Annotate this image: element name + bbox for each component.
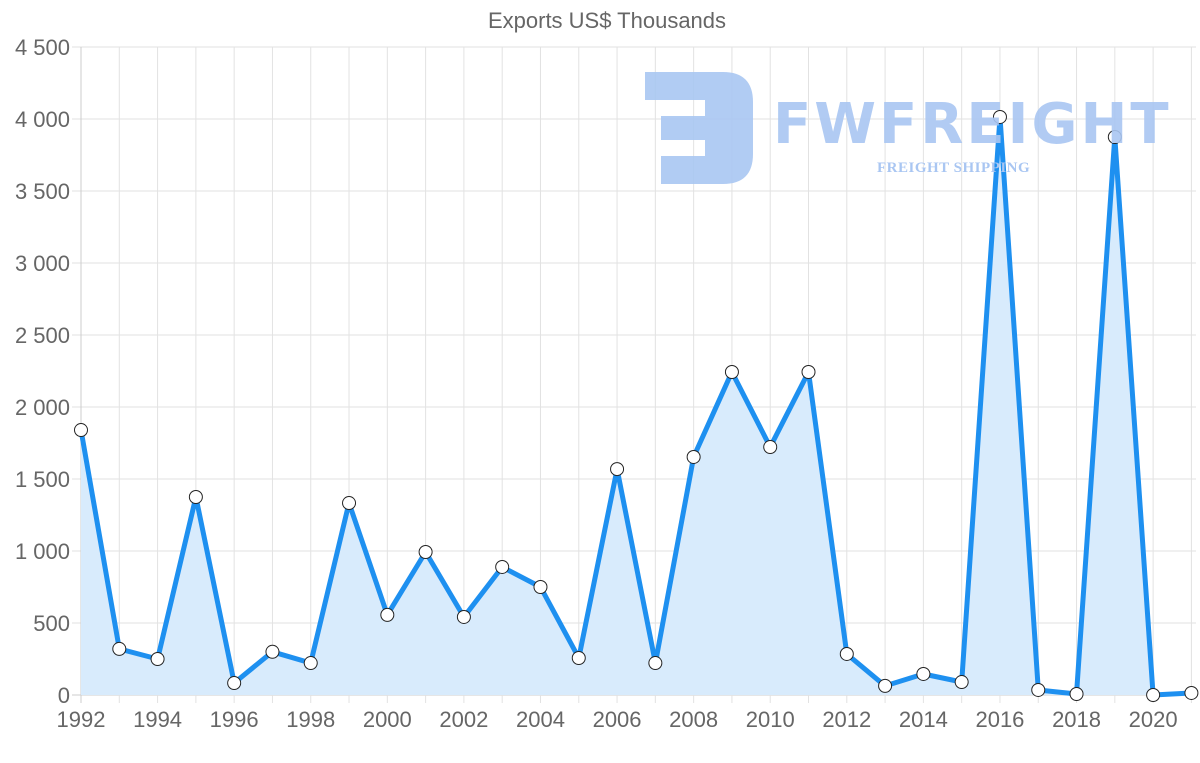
svg-text:1 500: 1 500 — [15, 467, 70, 492]
data-point — [992, 109, 1007, 124]
data-point — [74, 423, 88, 438]
series-line — [78, 114, 1192, 698]
data-point — [571, 650, 586, 665]
data-point — [1031, 682, 1046, 697]
svg-text:2006: 2006 — [593, 707, 642, 732]
data-point — [1146, 688, 1161, 702]
data-point — [188, 490, 203, 504]
data-point — [495, 559, 510, 574]
data-points — [74, 109, 1199, 702]
svg-text:1 000: 1 000 — [15, 539, 70, 564]
data-point — [380, 607, 395, 622]
data-point — [265, 644, 280, 659]
svg-text:2010: 2010 — [746, 707, 795, 732]
svg-text:2000: 2000 — [363, 707, 412, 732]
data-point — [150, 652, 165, 666]
svg-text:0: 0 — [58, 683, 70, 708]
data-point — [342, 496, 357, 511]
svg-text:1996: 1996 — [210, 707, 259, 732]
svg-text:3 000: 3 000 — [15, 251, 70, 276]
area-fill — [81, 117, 1192, 695]
data-point — [1069, 686, 1084, 701]
svg-text:2008: 2008 — [669, 707, 718, 732]
data-point — [610, 462, 625, 477]
data-point — [724, 365, 739, 380]
svg-text:2 500: 2 500 — [15, 323, 70, 348]
svg-text:2004: 2004 — [516, 707, 565, 732]
svg-text:2018: 2018 — [1052, 707, 1101, 732]
svg-text:2014: 2014 — [899, 707, 948, 732]
svg-text:500: 500 — [33, 611, 70, 636]
data-point — [1184, 685, 1199, 700]
x-axis-ticks: 1992 1994 1996 1998 2000 2002 2004 2006 2008 2010… — [57, 707, 1178, 732]
data-point — [456, 609, 471, 624]
y-axis-ticks: 0 500 1 000 1 500 2 000 2 500 3 000 3 500 4 000 4… — [15, 35, 70, 708]
data-point — [916, 666, 931, 681]
svg-text:2012: 2012 — [822, 707, 871, 732]
data-point — [878, 678, 893, 693]
data-point — [839, 646, 854, 661]
svg-text:3 500: 3 500 — [15, 179, 70, 204]
data-point — [648, 656, 663, 671]
chart-title: Exports US$ Thousands — [487, 8, 727, 33]
data-point — [303, 656, 318, 671]
svg-text:1992: 1992 — [57, 707, 106, 732]
data-point — [112, 641, 127, 656]
svg-text:2 000: 2 000 — [15, 395, 70, 420]
data-point — [801, 365, 816, 380]
data-point — [533, 580, 548, 594]
data-point — [763, 440, 778, 455]
svg-text:4 500: 4 500 — [15, 35, 70, 60]
data-point — [418, 545, 433, 560]
data-point — [1107, 130, 1122, 144]
data-point — [954, 675, 969, 690]
svg-text:2020: 2020 — [1129, 707, 1178, 732]
svg-text:1998: 1998 — [286, 707, 335, 732]
data-point — [227, 676, 242, 691]
svg-text:1994: 1994 — [133, 707, 182, 732]
data-point — [686, 449, 701, 464]
svg-text:2016: 2016 — [975, 707, 1024, 732]
svg-text:4 000: 4 000 — [15, 107, 70, 132]
svg-text:2002: 2002 — [439, 707, 488, 732]
